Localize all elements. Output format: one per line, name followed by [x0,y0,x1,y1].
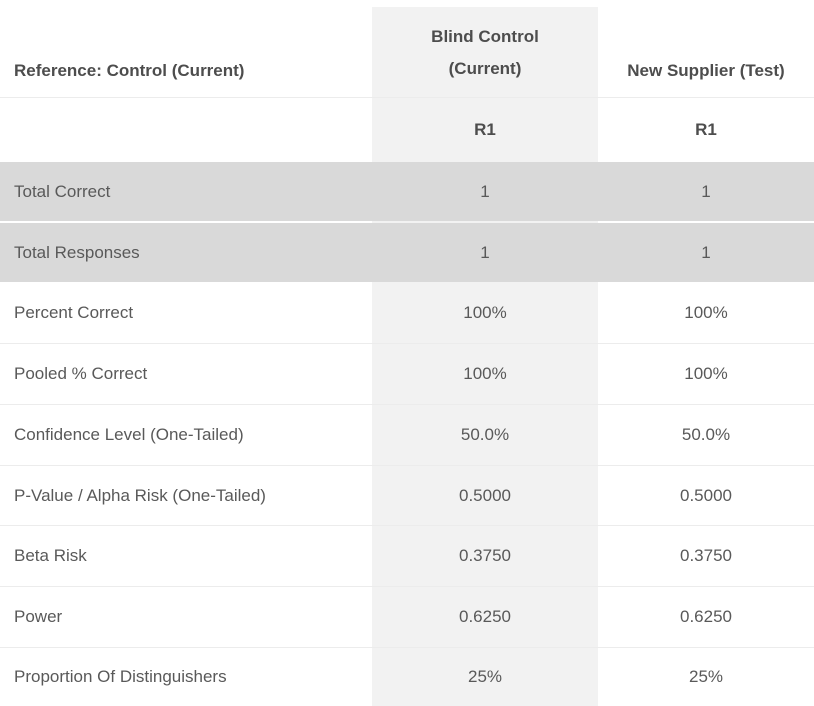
value-cell-new-supplier: 0.5000 [680,485,732,505]
row-label: Proportion Of Distinguishers [14,667,227,686]
row-label: Total Correct [14,181,111,201]
value-cell-blind-control: 100% [463,364,507,383]
table-row-total-responses: Total Responses 1 1 [0,223,814,282]
row-label: Total Responses [14,242,140,262]
row-label: Confidence Level (One-Tailed) [14,425,244,444]
value-cell-new-supplier: 100% [684,364,728,383]
value-cell-blind-control: 1 [480,242,490,262]
value-cell-new-supplier: 1 [701,181,711,201]
value-cell-new-supplier: 25% [688,667,724,686]
value-cell-blind-control: 1 [480,181,490,201]
column-header-blind-control-label: Blind Control (Current) [431,27,539,78]
table-row-pooled-percent-correct: Pooled % Correct 100% 100% [0,343,814,404]
reference-header: Reference: Control (Current) [14,61,245,80]
column-header-new-supplier: New Supplier (Test) [627,61,785,80]
table-row-confidence-level: Confidence Level (One-Tailed) 50.0% 50.0… [0,404,814,465]
row-label: Beta Risk [14,546,87,565]
value-cell-blind-control: 0.6250 [459,607,511,626]
value-cell-blind-control: 0.5000 [459,485,511,505]
value-cell-blind-control: 25% [467,667,503,686]
row-label: P-Value / Alpha Risk (One-Tailed) [14,485,266,505]
value-cell-new-supplier: 0.3750 [680,546,732,565]
table-row-proportion-of-distinguishers: Proportion Of Distinguishers 25% 25% [0,647,814,706]
row-label: Pooled % Correct [14,364,148,383]
highlighted-column-background [372,7,598,706]
table-header-row: Reference: Control (Current) Blind Contr… [0,0,814,98]
value-cell-blind-control: 0.3750 [459,546,511,565]
replicate-header-row: R1 R1 [0,98,814,162]
value-cell-blind-control: 50.0% [460,425,510,444]
table-row-total-correct: Total Correct 1 1 [0,162,814,221]
row-label: Percent Correct [14,302,134,322]
table-row-beta-risk: Beta Risk 0.3750 0.3750 [0,525,814,586]
table-row-power: Power 0.6250 0.6250 [0,586,814,647]
value-cell-new-supplier: 1 [701,242,711,262]
replicate-label-blind-control: R1 [474,120,496,139]
replicate-label-new-supplier: R1 [695,120,717,139]
value-cell-new-supplier: 100% [684,302,728,322]
row-label: Power [14,607,63,626]
value-cell-blind-control: 100% [463,302,507,322]
value-cell-new-supplier: 50.0% [681,425,731,444]
table-row-p-value-alpha-risk: P-Value / Alpha Risk (One-Tailed) 0.5000… [0,465,814,525]
value-cell-new-supplier: 0.6250 [680,607,732,626]
column-header-blind-control: Blind Control (Current) [372,21,598,97]
table-row-percent-correct: Percent Correct 100% 100% [0,282,814,343]
